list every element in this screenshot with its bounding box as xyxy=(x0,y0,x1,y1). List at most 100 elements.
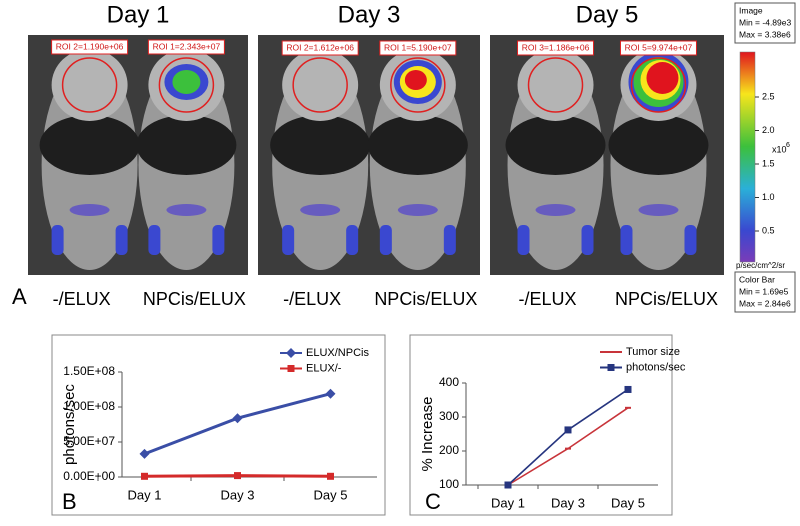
x-tick-label: Day 3 xyxy=(221,487,255,502)
mouse-fur xyxy=(136,115,237,175)
signal-spot xyxy=(51,225,64,255)
y-axis-title: % Increase xyxy=(419,396,436,471)
signal-spot xyxy=(443,225,456,255)
mouse-head xyxy=(517,49,594,121)
info-text: Min = 1.69e5 xyxy=(739,286,789,296)
signal-spot xyxy=(300,204,341,216)
signal-spot xyxy=(115,225,128,255)
mouse-fur xyxy=(608,115,709,175)
roi-circle xyxy=(390,57,446,113)
roi-label: ROI 3=1.186e+06 xyxy=(522,42,590,52)
roi-label: ROI 1=5.190e+07 xyxy=(384,42,452,52)
legend-label: photons/sec xyxy=(626,361,686,373)
data-point xyxy=(607,364,615,371)
day-label: Day 1 xyxy=(107,1,170,28)
data-point xyxy=(232,413,243,424)
color-bar-exponent: 6 xyxy=(786,142,790,149)
color-bar-tick-label: 1.5 xyxy=(762,158,775,168)
x-tick-label: Day 3 xyxy=(551,495,585,510)
mouse-fur xyxy=(367,115,468,175)
mouse-head xyxy=(282,49,359,121)
mouse-fur xyxy=(505,115,606,175)
roi-circle xyxy=(61,57,118,113)
data-point xyxy=(327,472,334,480)
group-label: NPCis/ELUX xyxy=(615,289,718,309)
data-point xyxy=(624,385,632,393)
data-point xyxy=(141,472,148,480)
group-label: -/ELUX xyxy=(53,289,111,309)
info-text: Max = 3.38e6 xyxy=(739,29,791,39)
signal-spot xyxy=(397,204,438,216)
color-bar-unit: p/sec/cm^2/sr xyxy=(736,261,785,270)
signal-spot xyxy=(346,225,359,255)
data-point xyxy=(139,448,150,459)
info-text: Image xyxy=(739,5,763,15)
roi-label: ROI 2=1.612e+06 xyxy=(286,42,354,52)
group-label: -/ELUX xyxy=(519,289,577,309)
signal-spot xyxy=(379,225,392,255)
y-tick-label: 1.50E+08 xyxy=(63,364,115,378)
signal-spot xyxy=(166,204,207,216)
signal-hotspot xyxy=(172,70,201,94)
roi-label: ROI 1=2.343e+07 xyxy=(153,41,221,51)
group-label: -/ELUX xyxy=(283,289,341,309)
legend-label: ELUX/NPCis xyxy=(306,347,369,359)
legend-label: ELUX/- xyxy=(306,362,342,374)
data-point xyxy=(625,406,631,409)
color-bar-tick-label: 1.0 xyxy=(762,192,775,202)
x-tick-label: Day 5 xyxy=(314,487,348,502)
color-bar-multiplier: x10 xyxy=(772,144,787,154)
info-text: Max = 2.84e6 xyxy=(739,298,791,308)
y-tick-label: 5.00E+07 xyxy=(63,434,115,448)
roi-circle xyxy=(158,57,215,113)
signal-spot xyxy=(684,225,697,255)
mouse-head xyxy=(51,49,128,121)
signal-spot xyxy=(638,204,679,216)
day-label: Day 3 xyxy=(338,1,401,28)
data-point xyxy=(234,472,241,480)
legend-label: Tumor size xyxy=(626,346,680,358)
signal-spot xyxy=(581,225,594,255)
group-label: NPCis/ELUX xyxy=(143,289,246,309)
day-label: Day 5 xyxy=(576,1,639,28)
y-tick-label: 100 xyxy=(439,477,459,491)
color-bar-tick-label: 0.5 xyxy=(762,225,775,235)
data-point xyxy=(565,447,571,450)
panel-label: A xyxy=(12,284,27,309)
info-box xyxy=(734,271,796,313)
signal-hotspot xyxy=(404,70,427,90)
data-point xyxy=(325,388,336,399)
data-point xyxy=(287,365,295,372)
color-bar-tick-label: 2.0 xyxy=(762,125,775,135)
mouse-fur xyxy=(270,115,371,175)
roi-label-box xyxy=(379,40,457,56)
signal-spot xyxy=(148,225,161,255)
color-bar-tick-label: 2.5 xyxy=(762,91,775,101)
roi-label-box xyxy=(51,39,129,55)
y-tick-label: 1.00E+08 xyxy=(63,399,115,413)
y-tick-label: 300 xyxy=(439,409,459,423)
roi-label-box xyxy=(281,40,359,56)
info-text: Min = -4.89e3 xyxy=(739,17,791,27)
y-axis-title: photons/sec xyxy=(61,384,78,465)
panel-label: C xyxy=(425,489,441,514)
y-tick-label: 0.00E+00 xyxy=(63,469,115,483)
info-text: Color Bar xyxy=(739,274,775,284)
x-tick-label: Day 5 xyxy=(611,495,645,510)
roi-label: ROI 5=9.974e+07 xyxy=(625,42,693,52)
mouse-fur xyxy=(39,115,140,175)
data-point xyxy=(608,351,614,353)
x-tick-label: Day 1 xyxy=(491,495,525,510)
signal-spot xyxy=(535,204,576,216)
y-tick-label: 200 xyxy=(439,443,459,457)
signal-spot xyxy=(620,225,633,255)
roi-label-box xyxy=(517,40,595,56)
signal-spot xyxy=(69,204,110,216)
color-bar xyxy=(739,51,756,263)
roi-label-box xyxy=(619,40,697,56)
x-tick-label: Day 1 xyxy=(128,487,162,502)
y-tick-label: 400 xyxy=(439,375,459,389)
roi-circle xyxy=(527,57,584,113)
